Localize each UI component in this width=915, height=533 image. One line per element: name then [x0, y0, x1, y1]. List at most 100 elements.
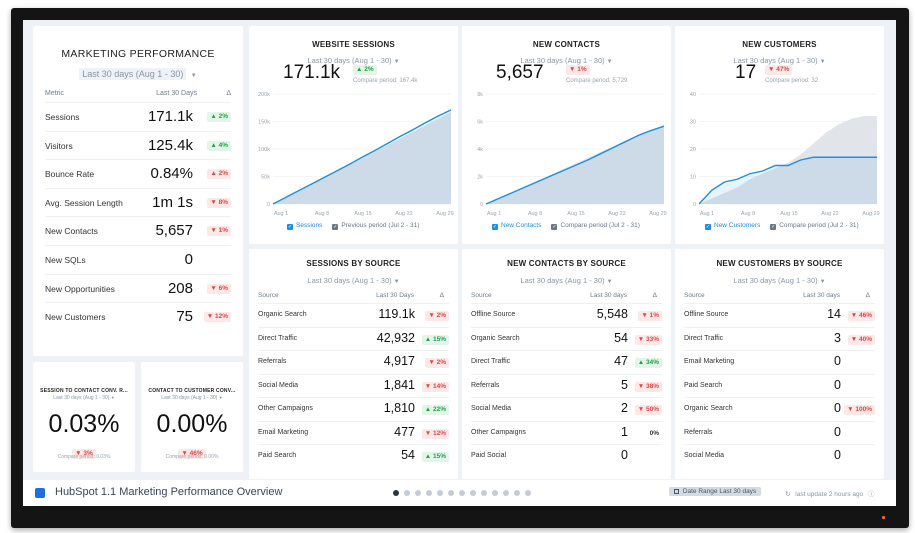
source-value: 47	[614, 354, 628, 368]
page-dot[interactable]	[415, 490, 421, 496]
legend-previous[interactable]: ✓ Compare period (Jul 2 - 31)	[770, 222, 859, 230]
metric-row: Avg. Session Length 1m 1s ▼ 8%	[45, 187, 231, 217]
x-tick-label: Aug 1	[700, 211, 714, 217]
source-value: 2	[621, 401, 628, 415]
column-header-delta: Δ	[652, 292, 657, 299]
delta-badge: ▼ 8%	[207, 197, 231, 208]
last-update: ↻ last update 2 hours ago ⓘ	[785, 488, 875, 498]
source-row: Social Media 1,841 ▼ 14%	[258, 373, 449, 398]
metric-label: New Opportunities	[45, 283, 115, 294]
source-row: Offline Source 5,548 ▼ 1%	[471, 303, 662, 327]
page-dot[interactable]	[393, 490, 399, 496]
source-row: Referrals 4,917 ▼ 2%	[258, 350, 449, 374]
column-header-value: Last 30 days	[590, 292, 627, 299]
legend-previous[interactable]: ✓ Compare period (Jul 2 - 31)	[551, 222, 640, 230]
page-dot[interactable]	[503, 490, 509, 496]
metric-value: 0.84%	[150, 165, 193, 183]
column-header-metric: Metric	[45, 90, 65, 97]
period-selector[interactable]: Last 30 days (Aug 1 - 30) ▼	[141, 395, 243, 401]
legend-previous[interactable]: ✓ Previous period (Jul 2 - 31)	[332, 222, 419, 230]
x-tick-label: Aug 22	[608, 211, 625, 217]
period-label: Last 30 days (Aug 1 - 30)	[53, 395, 110, 401]
period-label: Last 30 days (Aug 1 - 30)	[307, 56, 392, 65]
page-dot[interactable]	[525, 490, 531, 496]
x-tick-label: Aug 29	[649, 211, 666, 217]
card-title: NEW CONTACTS	[532, 40, 601, 49]
source-label: Organic Search	[471, 334, 520, 342]
metric-label: New SQLs	[45, 255, 86, 265]
source-value: 477	[394, 424, 415, 439]
card-title: NEW CONTACTS BY SOURCE	[507, 259, 626, 268]
page-dot[interactable]	[426, 490, 432, 496]
source-value: 5,548	[596, 307, 628, 321]
checkbox-checked-icon: ✓	[551, 224, 558, 230]
delta-badge: ▲ 2%	[207, 112, 231, 122]
footer-title: HubSpot 1.1 Marketing Performance Overvi…	[55, 486, 283, 498]
period-label: Last 30 days (Aug 1 - 30)	[520, 276, 605, 285]
source-label: Social Media	[471, 405, 512, 412]
source-row: Email Marketing 0	[684, 350, 875, 374]
period-selector[interactable]: Last 30 days (Aug 1 - 30) ▼	[249, 50, 458, 68]
legend-label: Compare period (Jul 2 - 31)	[560, 222, 640, 229]
x-tick-label: Aug 15	[780, 211, 797, 217]
compare-text: Compare period: 0.03%	[57, 454, 111, 460]
page-dot[interactable]	[470, 490, 476, 496]
period-selector[interactable]: Last 30 days (Aug 1 - 30) ▼	[462, 50, 671, 68]
source-label: Referrals	[471, 381, 500, 389]
delta-badge: ▼ 100%	[844, 405, 875, 415]
period-selector[interactable]: Last 30 days (Aug 1 - 30) ▼	[249, 270, 458, 288]
metric-row: New Contacts 5,657 ▼ 1%	[45, 216, 231, 245]
period-selector[interactable]: Last 30 days (Aug 1 - 30) ▼	[675, 270, 884, 288]
period-selector[interactable]: Last 30 days (Aug 1 - 30) ▼	[33, 395, 135, 401]
source-label: Email Marketing	[258, 428, 309, 436]
delta-badge: ▲ 2%	[353, 65, 377, 75]
metric-value: 0	[184, 251, 193, 268]
date-range-label: Date Range	[682, 488, 718, 495]
page-dot[interactable]	[459, 490, 465, 496]
column-header-source: Source	[471, 292, 492, 299]
page-dot[interactable]	[448, 490, 454, 496]
source-value: 1,841	[383, 377, 415, 392]
metric-row: Visitors 125.4k ▲ 4%	[45, 130, 231, 160]
period-label: Last 30 days (Aug 1 - 30)	[733, 276, 818, 285]
page-dot[interactable]	[481, 490, 487, 496]
column-header-delta: Δ	[226, 90, 231, 97]
page-dot[interactable]	[514, 490, 520, 496]
delta-badge: ▼ 50%	[634, 405, 662, 415]
metric-label: New Contacts	[45, 226, 98, 237]
period-selector[interactable]: Last 30 days (Aug 1 - 30) ▼	[675, 50, 884, 68]
chevron-down-icon: ▼	[393, 59, 400, 65]
source-label: Paid Search	[684, 381, 723, 389]
source-label: Other Campaigns	[471, 428, 526, 436]
source-row: Direct Traffic 42,932 ▲ 15%	[258, 326, 449, 351]
x-tick-label: Aug 8	[528, 211, 542, 217]
source-value: 0	[834, 424, 841, 439]
legend-current[interactable]: ✓ New Contacts	[492, 222, 541, 230]
last-update-text: last update 2 hours ago	[795, 491, 864, 498]
delta-badge: ▼ 3%	[72, 449, 96, 459]
x-tick-label: Aug 22	[821, 211, 838, 217]
page-dot[interactable]	[492, 490, 498, 496]
current-period-line	[272, 109, 452, 205]
delta-badge: ▼ 46%	[847, 311, 875, 321]
chart-legend: ✓ New Contacts ✓ Compare period (Jul 2 - 31…	[492, 222, 640, 230]
metric-label: Sessions	[45, 112, 80, 122]
delta-badge: ▼ 14%	[421, 381, 449, 392]
period-selector[interactable]: Last 30 days (Aug 1 - 30) ▼	[33, 64, 243, 82]
source-label: Organic Search	[684, 405, 733, 412]
legend-current[interactable]: ✓ Sessions	[287, 222, 322, 230]
period-selector[interactable]: Last 30 days (Aug 1 - 30) ▼	[462, 270, 671, 288]
x-tick-label: Aug 29	[862, 211, 879, 217]
page-dot[interactable]	[437, 490, 443, 496]
metric-row: Bounce Rate 0.84% ▲ 2%	[45, 159, 231, 188]
kpi-value: 5,657	[496, 62, 544, 83]
delta-badge: ▲ 34%	[634, 358, 662, 368]
date-range-badge[interactable]: Date Range Last 30 days	[669, 487, 762, 496]
legend-current[interactable]: ✓ New Customers	[705, 222, 760, 230]
chevron-down-icon: ▼	[819, 279, 826, 285]
delta-badge: ▼ 1%	[207, 226, 231, 237]
compare-text: Compare period: 167.4k	[353, 78, 418, 84]
info-icon[interactable]: ⓘ	[868, 491, 875, 498]
page-dot[interactable]	[404, 490, 410, 496]
current-period-area	[699, 157, 877, 204]
